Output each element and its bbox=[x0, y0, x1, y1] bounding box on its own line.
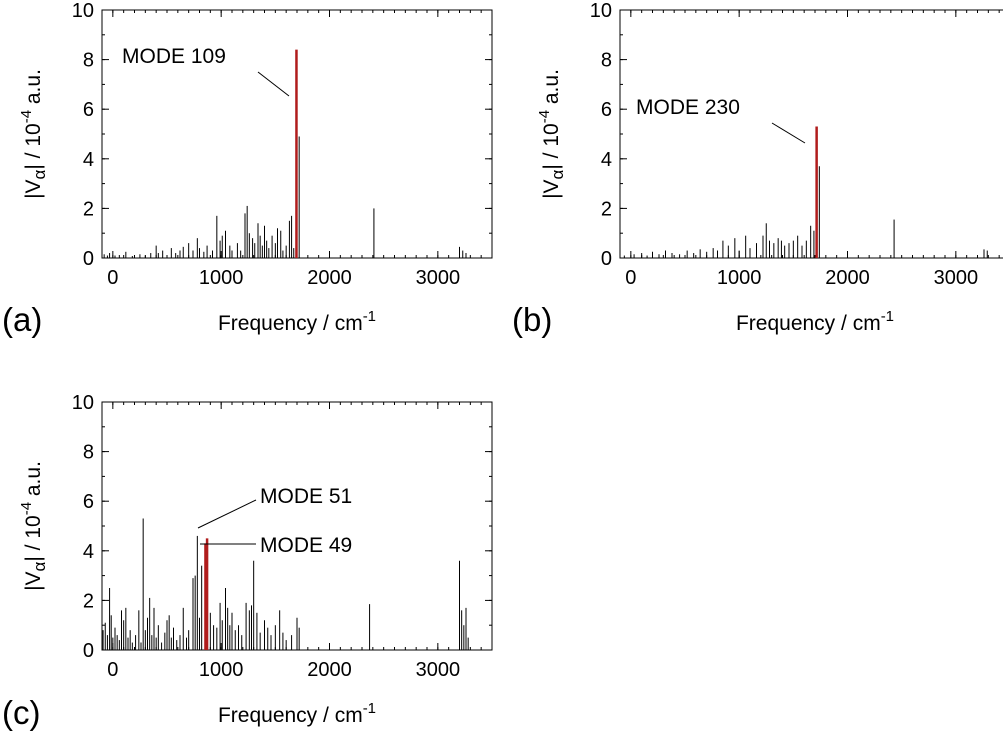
y-axis-label-middle: | / 10 bbox=[22, 515, 45, 561]
x-axis-label: Frequency / cm-1 bbox=[218, 308, 376, 335]
y-axis-label-prefix: |V bbox=[540, 179, 563, 198]
x-tick-label: 1000 bbox=[199, 267, 244, 289]
y-tick-label: 0 bbox=[83, 640, 94, 662]
plot-frame bbox=[101, 401, 493, 651]
x-tick-label: 2000 bbox=[307, 659, 352, 681]
y-tick-label: 8 bbox=[601, 50, 612, 72]
x-tick-label: 2000 bbox=[825, 267, 870, 289]
y-axis-label-middle: | / 10 bbox=[540, 123, 563, 169]
x-tick-label: 2000 bbox=[307, 267, 352, 289]
x-axis-label-superscript: -1 bbox=[881, 308, 894, 325]
annotation-leader bbox=[197, 499, 257, 529]
y-axis-label-superscript: -4 bbox=[18, 110, 35, 123]
y-axis-label-superscript: -4 bbox=[536, 110, 553, 123]
x-tick-label: 3000 bbox=[934, 267, 979, 289]
y-axis-label-suffix: a.u. bbox=[540, 69, 563, 110]
y-axis-label-suffix: a.u. bbox=[22, 69, 45, 110]
y-axis-label: |Vα| / 10-4 a.u. bbox=[18, 461, 49, 591]
y-tick-label: 10 bbox=[72, 392, 94, 414]
mode-annotation: MODE 230 bbox=[636, 96, 740, 119]
x-tick-label: 1000 bbox=[717, 267, 762, 289]
y-tick-label: 10 bbox=[72, 0, 94, 22]
y-tick-label: 10 bbox=[590, 0, 612, 22]
mode-annotation: MODE 49 bbox=[260, 534, 352, 557]
x-axis-label-text: Frequency / cm bbox=[218, 312, 363, 335]
y-axis-label-subscript: α bbox=[30, 169, 49, 179]
x-axis-label-text: Frequency / cm bbox=[736, 312, 881, 335]
mode-annotation: MODE 51 bbox=[260, 485, 352, 508]
panel-a: 0 1000 2000 3000 0 2 4 6 8 10 MODE 109 Frequency / … bbox=[2, 0, 493, 338]
annotation-leader bbox=[257, 71, 290, 97]
y-tick-label: 4 bbox=[83, 541, 94, 563]
y-tick-label: 6 bbox=[83, 99, 94, 121]
panel-letter: (b) bbox=[512, 301, 552, 338]
y-tick-label: 6 bbox=[601, 99, 612, 121]
y-tick-label: 0 bbox=[83, 248, 94, 270]
y-axis-label-suffix: a.u. bbox=[22, 461, 45, 502]
x-axis-label-superscript: -1 bbox=[363, 308, 376, 325]
y-axis-label-middle: | / 10 bbox=[22, 123, 45, 169]
x-axis-label-text: Frequency / cm bbox=[218, 704, 363, 727]
x-tick-label: 0 bbox=[107, 659, 118, 681]
y-axis-label-subscript: α bbox=[548, 169, 567, 179]
mode-annotation: MODE 109 bbox=[122, 45, 226, 68]
x-axis-label: Frequency / cm-1 bbox=[736, 308, 894, 335]
y-tick-label: 8 bbox=[83, 50, 94, 72]
x-tick-label: 3000 bbox=[416, 267, 461, 289]
y-tick-label: 2 bbox=[83, 198, 94, 220]
y-axis-label-subscript: α bbox=[30, 561, 49, 571]
x-tick-label: 0 bbox=[625, 267, 636, 289]
y-axis-label-prefix: |V bbox=[22, 179, 45, 198]
y-axis-label-prefix: |V bbox=[22, 571, 45, 590]
x-tick-label: 3000 bbox=[416, 659, 461, 681]
annotation-leader bbox=[771, 122, 806, 144]
y-axis-label: |Vα| / 10-4 a.u. bbox=[18, 69, 49, 199]
y-tick-label: 0 bbox=[601, 248, 612, 270]
panel-b: 0 1000 2000 3000 0 2 4 6 8 10 MODE 230 Frequency / … bbox=[512, 0, 1003, 338]
y-axis-label: |Vα| / 10-4 a.u. bbox=[536, 69, 567, 199]
y-tick-label: 8 bbox=[83, 442, 94, 464]
y-tick-label: 6 bbox=[83, 491, 94, 513]
x-axis-label: Frequency / cm-1 bbox=[218, 700, 376, 727]
panel-letter: (c) bbox=[2, 694, 40, 731]
x-tick-label: 1000 bbox=[199, 659, 244, 681]
y-tick-label: 2 bbox=[83, 590, 94, 612]
y-tick-label: 2 bbox=[601, 198, 612, 220]
x-axis-label-superscript: -1 bbox=[363, 700, 376, 717]
plot-frame bbox=[619, 9, 1003, 259]
y-tick-label: 4 bbox=[83, 149, 94, 171]
x-tick-label: 0 bbox=[107, 267, 118, 289]
y-axis-label-superscript: -4 bbox=[18, 502, 35, 515]
panel-c: 0 1000 2000 3000 0 2 4 6 8 10 MODE 51 MODE 49 Freque… bbox=[2, 392, 493, 731]
y-tick-label: 4 bbox=[601, 149, 612, 171]
panel-letter: (a) bbox=[2, 301, 42, 338]
